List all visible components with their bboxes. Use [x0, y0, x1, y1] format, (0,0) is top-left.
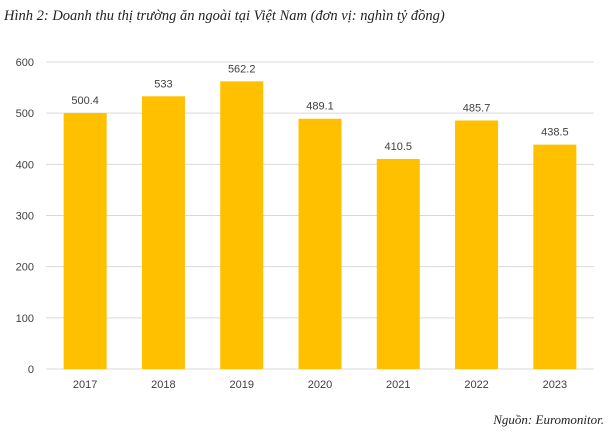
- y-tick-label: 500: [16, 108, 34, 120]
- data-label-2023: 438.5: [541, 127, 569, 139]
- x-tick-label-2020: 2020: [308, 379, 332, 391]
- x-tick-label-2019: 2019: [229, 379, 253, 391]
- bar-2023: [533, 144, 577, 369]
- bar-2017: [63, 112, 107, 369]
- x-tick-label-2022: 2022: [464, 379, 488, 391]
- bar-2020: [298, 118, 342, 369]
- y-tick-label: 100: [16, 313, 34, 325]
- bars: [63, 81, 577, 370]
- data-labels: 500.4 533 562.2 489.1 410.5 485.7 438.5: [71, 63, 568, 153]
- data-label-2020: 489.1: [306, 101, 334, 113]
- bar-2022: [455, 120, 499, 370]
- chart-caption: Hình 2: Doanh thu thị trường ăn ngoài tạ…: [4, 8, 445, 24]
- bar-2018: [141, 96, 185, 369]
- data-label-2017: 500.4: [71, 95, 99, 107]
- y-tick-label: 600: [16, 57, 34, 69]
- bar-2019: [220, 81, 264, 369]
- y-tick-label: 300: [16, 211, 34, 223]
- data-label-2018: 533: [154, 78, 172, 90]
- data-label-2021: 410.5: [385, 141, 413, 153]
- y-axis-ticks: 0 100 200 300 400 500 600: [16, 57, 34, 376]
- bar-2021: [376, 158, 420, 369]
- y-tick-label: 0: [28, 364, 34, 376]
- x-tick-label-2021: 2021: [386, 379, 410, 391]
- data-label-2019: 562.2: [228, 63, 256, 75]
- x-axis-ticks: 2017 2018 2019 2020 2021 2022 2023: [73, 379, 567, 391]
- x-tick-label-2018: 2018: [151, 379, 175, 391]
- x-tick-label-2017: 2017: [73, 379, 97, 391]
- source-note: Nguồn: Euromonitor.: [493, 412, 604, 427]
- y-tick-label: 200: [16, 262, 34, 274]
- x-tick-label-2023: 2023: [543, 379, 567, 391]
- y-tick-label: 400: [16, 159, 34, 171]
- data-label-2022: 485.7: [463, 102, 491, 114]
